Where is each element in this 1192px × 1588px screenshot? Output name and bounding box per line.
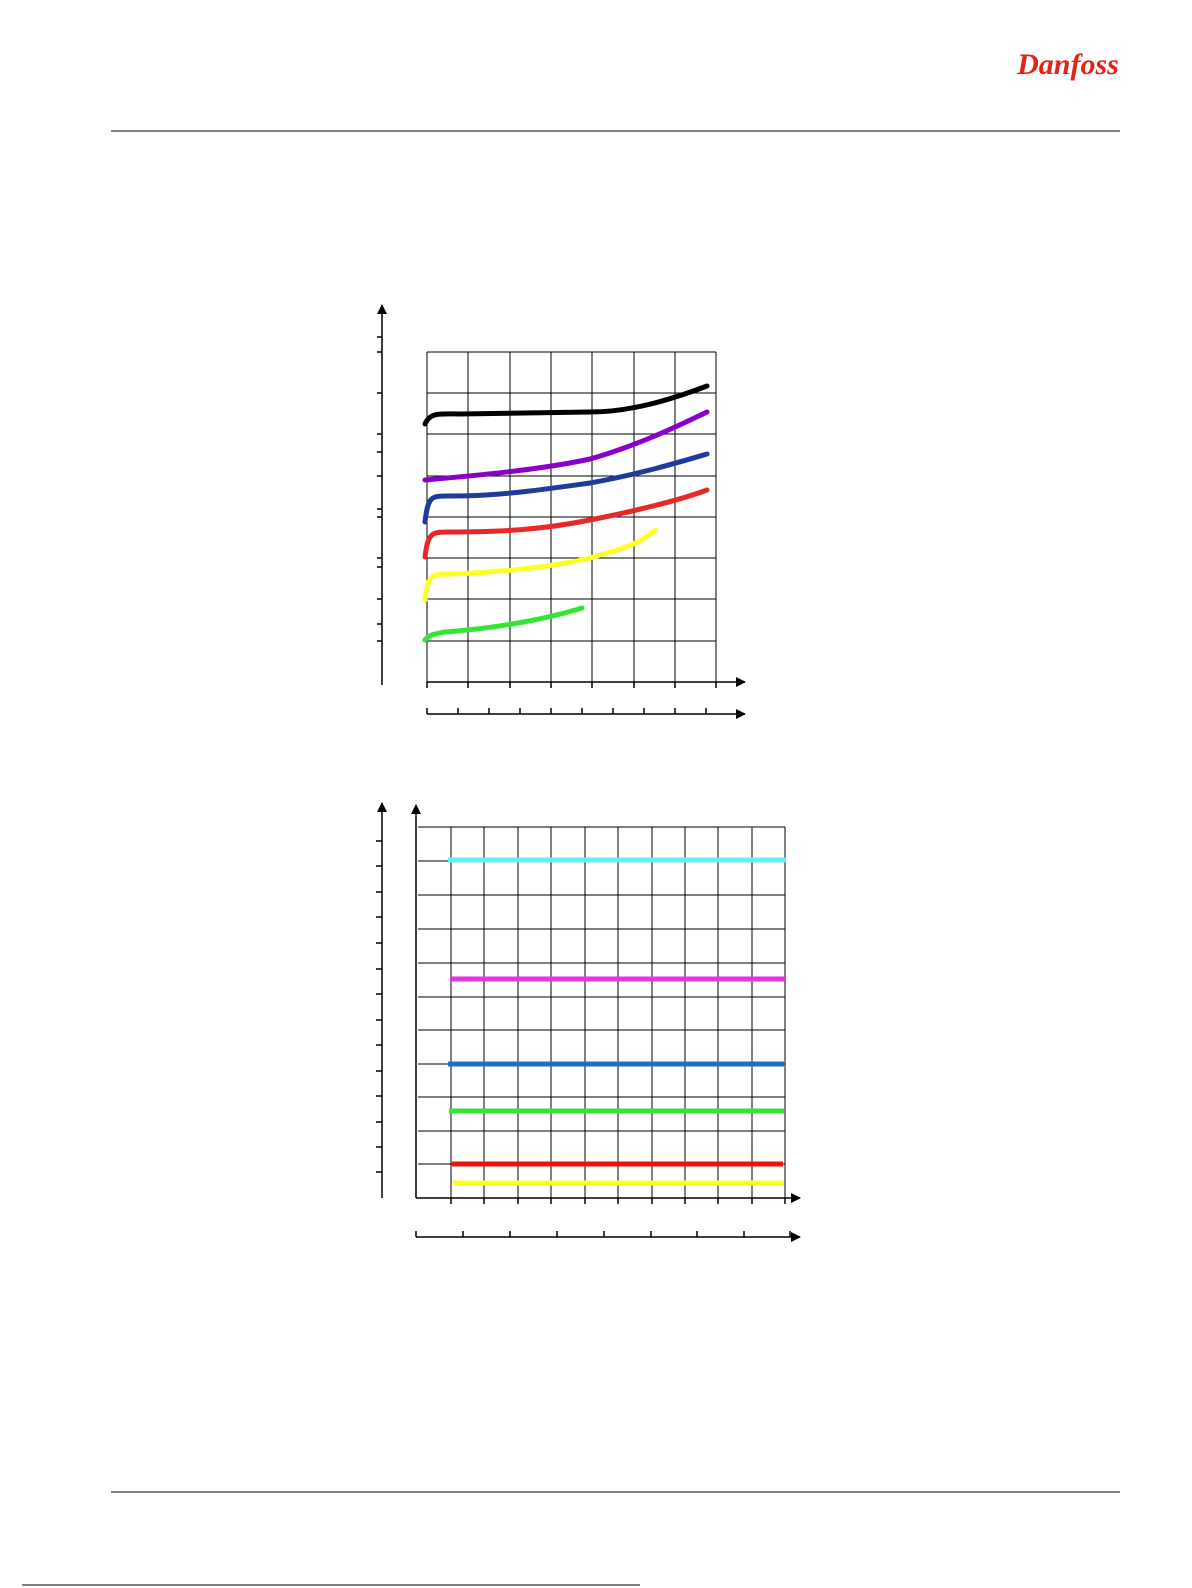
chart-bottom <box>376 802 801 1242</box>
grid <box>426 351 717 682</box>
curve <box>422 527 658 603</box>
x-ticks <box>426 682 717 688</box>
curve <box>422 409 710 483</box>
curve <box>422 383 710 427</box>
x2-ticks <box>415 1231 791 1237</box>
x-ticks <box>450 1198 786 1204</box>
y-ticks <box>376 840 382 1173</box>
curve <box>422 487 710 560</box>
x2-ticks <box>426 708 707 714</box>
grid <box>418 826 786 1198</box>
logo: Danfoss <box>1016 48 1119 81</box>
chart-top <box>377 304 746 719</box>
curve <box>422 605 585 643</box>
y-ticks <box>377 336 382 642</box>
curve <box>422 451 710 525</box>
